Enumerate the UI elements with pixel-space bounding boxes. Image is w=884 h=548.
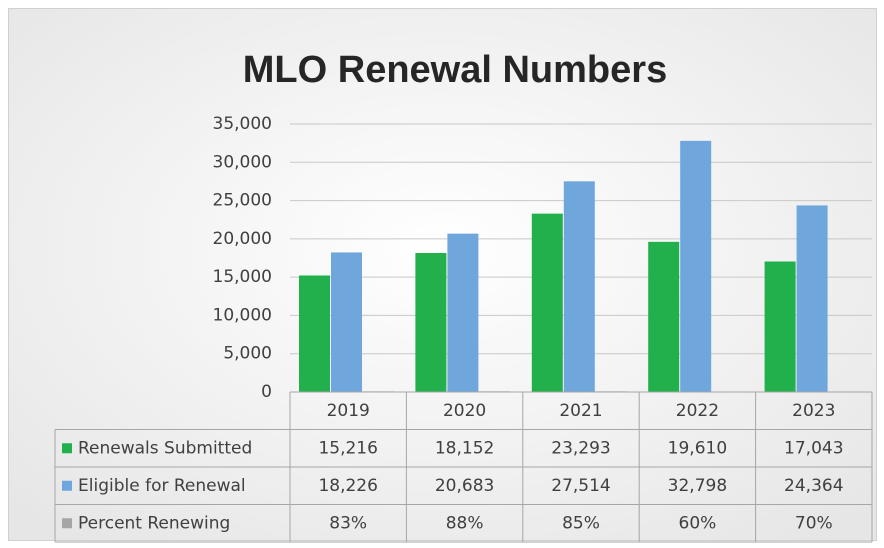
table-value: 32,798 xyxy=(668,476,727,496)
table-value: 17,043 xyxy=(784,438,843,458)
x-tick-label: 2021 xyxy=(559,401,602,421)
table-value: 70% xyxy=(795,513,833,533)
table-value: 23,293 xyxy=(551,438,610,458)
table-value: 24,364 xyxy=(784,476,843,496)
table-value: 60% xyxy=(679,513,717,533)
table-value: 15,216 xyxy=(318,438,377,458)
y-tick-label: 5,000 xyxy=(223,344,272,364)
legend-swatch xyxy=(62,480,72,491)
table-value: 19,610 xyxy=(668,438,727,458)
bar xyxy=(648,241,680,392)
table-value: 18,152 xyxy=(435,438,494,458)
table-value: 18,226 xyxy=(318,476,377,496)
y-tick-label: 0 xyxy=(261,382,272,402)
legend-label: Renewals Submitted xyxy=(78,438,252,458)
bar xyxy=(680,140,712,392)
table-value: 20,683 xyxy=(435,476,494,496)
table-value: 85% xyxy=(562,513,600,533)
y-tick-label: 30,000 xyxy=(213,152,272,172)
legend-label: Percent Renewing xyxy=(78,513,230,533)
legend-label: Eligible for Renewal xyxy=(78,476,246,496)
bar xyxy=(331,252,362,392)
y-tick-label: 15,000 xyxy=(213,267,272,287)
x-tick-label: 2022 xyxy=(676,401,719,421)
bar xyxy=(563,181,595,392)
y-tick-label: 35,000 xyxy=(213,114,272,134)
legend-swatch xyxy=(62,443,72,454)
table-value: 88% xyxy=(446,513,484,533)
x-tick-label: 2019 xyxy=(327,401,370,421)
y-tick-label: 20,000 xyxy=(213,229,272,249)
bar xyxy=(796,205,828,392)
bar xyxy=(415,253,447,392)
y-tick-label: 10,000 xyxy=(213,305,272,325)
y-tick-label: 25,000 xyxy=(213,191,272,211)
bar xyxy=(531,213,563,392)
table-value: 83% xyxy=(329,513,367,533)
x-tick-label: 2020 xyxy=(443,401,486,421)
table-value: 27,514 xyxy=(551,476,610,496)
bar xyxy=(764,261,796,392)
chart-title: MLO Renewal Numbers xyxy=(243,49,667,91)
bar xyxy=(447,233,479,392)
bar xyxy=(299,275,330,392)
legend-swatch xyxy=(62,518,72,529)
x-tick-label: 2023 xyxy=(792,401,835,421)
